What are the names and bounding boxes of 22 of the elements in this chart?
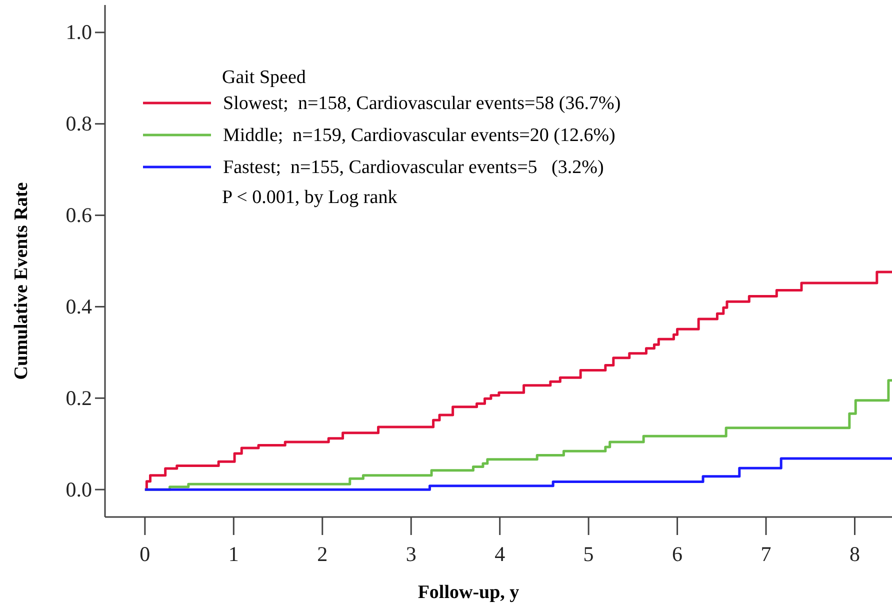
x-tick-label: 6	[672, 542, 683, 566]
x-tick-label: 0	[140, 542, 150, 566]
y-tick-label: 0.4	[66, 294, 92, 318]
x-tick-label: 4	[494, 542, 506, 566]
x-tick-label: 2	[317, 542, 328, 566]
x-tick-label: 7	[760, 542, 772, 566]
y-tick-label: 1.0	[66, 20, 92, 44]
x-axis-title: Follow-up, y	[418, 582, 520, 603]
y-axis-title: Cumulative Events Rate	[11, 182, 32, 380]
x-tick-label: 3	[406, 542, 416, 566]
x-tick-label: 5	[583, 542, 594, 566]
y-tick-label: 0.2	[66, 386, 92, 410]
annotation: P < 0.001, by Log rank	[222, 187, 398, 208]
legend-title: Gait Speed	[222, 67, 306, 88]
legend-label: Fastest; n=155, Cardiovascular events=5 (3.2%)	[223, 157, 604, 178]
y-tick-label: 0.6	[66, 203, 92, 228]
y-tick-label: 0.0	[66, 477, 92, 502]
x-tick-label: 8	[849, 542, 860, 566]
legend-label: Middle; n=159, Cardiovascular events=20 (12.6%)	[223, 125, 616, 146]
y-tick-label: 0.8	[66, 112, 92, 136]
legend-label: Slowest; n=158, Cardiovascular events=58 (36.7%)	[223, 93, 621, 114]
x-tick-label: 1	[228, 542, 239, 566]
